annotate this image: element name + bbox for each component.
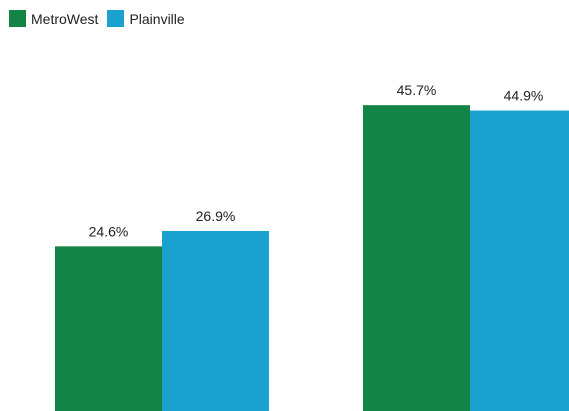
legend-item-plainville: Plainville: [107, 10, 185, 27]
data-label-metrowest-2: 45.7%: [397, 82, 437, 98]
legend-item-metrowest: MetroWest: [9, 10, 98, 27]
bar-plainville-2: [470, 110, 569, 411]
data-label-plainville-2: 44.9%: [504, 88, 544, 104]
legend-label-metrowest: MetroWest: [31, 10, 99, 27]
data-label-plainville-1: 26.9%: [196, 208, 236, 224]
legend-swatch-metrowest: [9, 10, 26, 27]
legend: MetroWest Plainville: [9, 10, 194, 27]
data-label-metrowest-1: 24.6%: [89, 223, 129, 239]
legend-label-plainville: Plainville: [129, 10, 185, 27]
bar-plainville-1: [162, 230, 269, 411]
bar-metrowest-2: [363, 105, 470, 411]
legend-swatch-plainville: [107, 10, 125, 27]
bar-metrowest-1: [55, 246, 162, 411]
